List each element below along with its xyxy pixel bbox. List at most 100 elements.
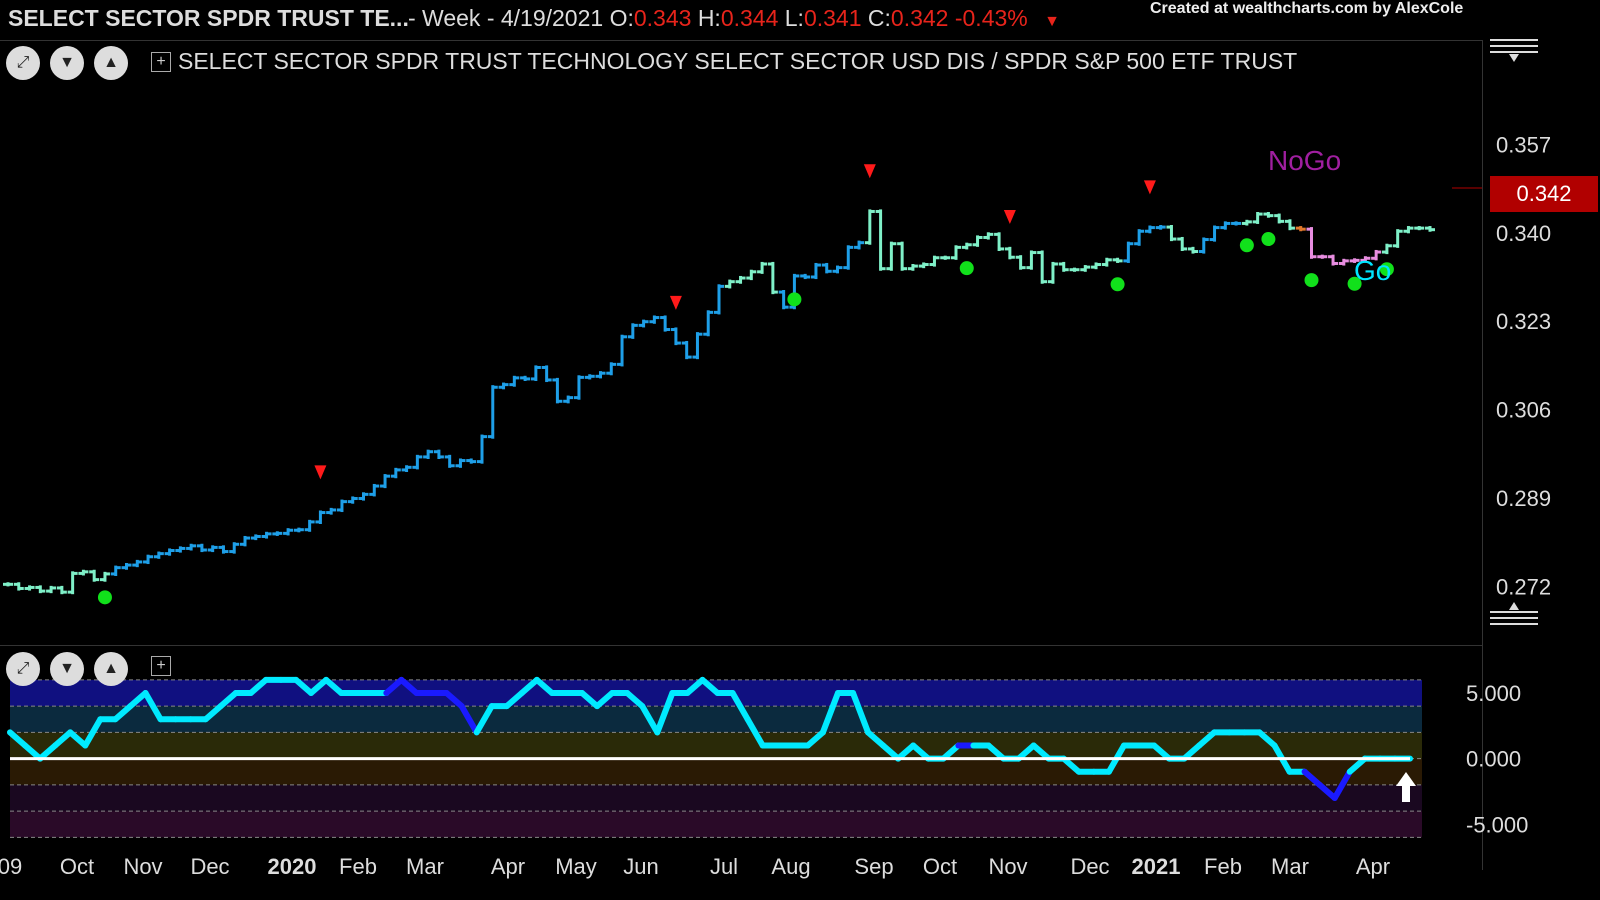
ohlc-readout: - Week - 4/19/2021 O:0.343 H:0.344 L:0.3… — [408, 5, 1060, 32]
x-axis-tick: Jul — [710, 854, 738, 879]
oscillator-band — [10, 811, 1422, 838]
continuation-dot — [1239, 238, 1254, 253]
open-value: 0.343 — [633, 5, 692, 31]
add-icon[interactable]: + — [151, 656, 171, 676]
annotation-go: Go — [1354, 255, 1391, 286]
oscillator-segment — [639, 703, 661, 736]
axis-scale-icon — [1509, 54, 1519, 62]
x-axis-tick: Aug — [771, 854, 810, 879]
x-axis-tick: Apr — [1356, 854, 1390, 879]
triangle-down-icon: ▼ — [1044, 13, 1060, 30]
symbol-title: SELECT SECTOR SPDR TRUST TE... — [8, 5, 409, 31]
price-y-tick: 0.272 — [1496, 574, 1551, 599]
signal-marker — [1143, 180, 1156, 195]
oscillator-segment — [127, 690, 149, 710]
oscillator-segment — [684, 676, 706, 696]
oscillator-segment — [1316, 781, 1338, 801]
oscillator-segment — [383, 676, 405, 696]
oscillator-segment — [112, 703, 134, 723]
expand-icon[interactable]: ⤢ — [6, 46, 40, 80]
oscillator-segment — [940, 742, 962, 762]
oscillator-segment — [22, 742, 44, 762]
credit-text: Created at wealthcharts.com by AlexCole — [1150, 0, 1464, 17]
high-value: 0.344 — [720, 5, 779, 31]
oscillator-segment — [1196, 729, 1218, 749]
continuation-dot — [1261, 232, 1276, 247]
oscillator-segment — [865, 729, 887, 749]
oscillator-segment — [895, 742, 917, 762]
oscillator-band — [10, 706, 1422, 733]
chevron-up-icon[interactable]: ▲ — [94, 46, 128, 80]
up-arrow-icon — [1396, 772, 1416, 802]
continuation-dot — [1347, 276, 1362, 291]
oscillator-segment — [308, 676, 330, 696]
signal-marker — [314, 465, 327, 480]
x-axis-tick: 2020 — [268, 854, 317, 879]
oscillator-segment — [533, 676, 555, 696]
oscillator-segment — [1030, 742, 1052, 762]
oscillator-y-tick: 0.000 — [1466, 747, 1521, 772]
oscillator-segment — [910, 742, 932, 762]
continuation-dot — [787, 292, 802, 307]
oscillator-segment — [217, 690, 239, 710]
oscillator-segment — [142, 690, 164, 723]
oscillator-segment — [202, 703, 224, 723]
oscillator-segment — [518, 676, 540, 696]
x-axis-tick: Nov — [988, 854, 1027, 879]
open-label: O: — [609, 5, 634, 31]
price-y-tick: 0.340 — [1496, 221, 1551, 246]
high-label: H: — [697, 5, 721, 31]
x-axis-tick: Oct — [923, 854, 957, 879]
annotation-nogo: NoGo — [1268, 145, 1341, 176]
oscillator-band — [10, 784, 1422, 812]
oscillator-y-tick: 5.000 — [1466, 681, 1521, 706]
oscillator-segment — [1331, 768, 1353, 801]
oscillator-segment — [579, 690, 601, 710]
x-axis-tick: Jun — [623, 854, 658, 879]
last-price-badge: 0.342 — [1490, 176, 1598, 212]
oscillator-segment — [699, 676, 721, 696]
oscillator-segment — [293, 676, 315, 696]
oscillator-segment — [624, 690, 646, 710]
chevron-down-icon[interactable]: ▼ — [50, 46, 84, 80]
add-icon[interactable]: + — [151, 52, 171, 72]
oscillator-segment — [82, 716, 104, 749]
oscillator-segment — [1346, 755, 1368, 775]
oscillator-segment — [398, 676, 420, 696]
oscillator-segment — [67, 729, 89, 749]
chart-header: SELECT SECTOR SPDR TRUST TE... - Week - … — [0, 0, 1600, 40]
oscillator-segment — [985, 742, 1007, 762]
x-axis-tick: Mar — [406, 854, 444, 879]
chevron-down-icon[interactable]: ▼ — [50, 652, 84, 686]
oscillator-segment — [1151, 742, 1173, 762]
x-axis-tick: May — [555, 854, 597, 879]
oscillator-segment — [729, 690, 751, 723]
oscillator-segment — [443, 690, 465, 710]
oscillator-segment — [1060, 755, 1082, 775]
x-axis-tick: Feb — [339, 854, 377, 879]
oscillator-segment — [819, 690, 841, 736]
axis-scale-icon — [1509, 602, 1519, 610]
continuation-dot — [959, 261, 974, 276]
oscillator-segment — [744, 716, 766, 749]
price-y-tick: 0.289 — [1496, 486, 1551, 511]
continuation-dot — [97, 590, 112, 605]
oscillator-segment — [503, 690, 525, 710]
expand-icon[interactable]: ⤢ — [6, 652, 40, 686]
signal-marker — [669, 295, 682, 310]
x-axis-tick: Feb — [1204, 854, 1242, 879]
chart-subtitle: SELECT SECTOR SPDR TRUST TECHNOLOGY SELE… — [178, 48, 1298, 74]
x-axis-tick: Dec — [190, 854, 229, 879]
oscillator-segment — [1301, 768, 1323, 788]
oscillator-segment — [804, 729, 826, 749]
oscillator-segment — [880, 742, 902, 762]
y-axis[interactable] — [1482, 40, 1600, 870]
oscillator-segment — [37, 742, 59, 762]
price-y-tick: 0.357 — [1496, 132, 1551, 157]
continuation-dot — [1110, 277, 1125, 292]
oscillator-segment — [1256, 729, 1278, 749]
change-percent: -0.43% — [954, 5, 1028, 31]
price-panel[interactable] — [0, 40, 1482, 646]
chevron-up-icon[interactable]: ▲ — [94, 652, 128, 686]
